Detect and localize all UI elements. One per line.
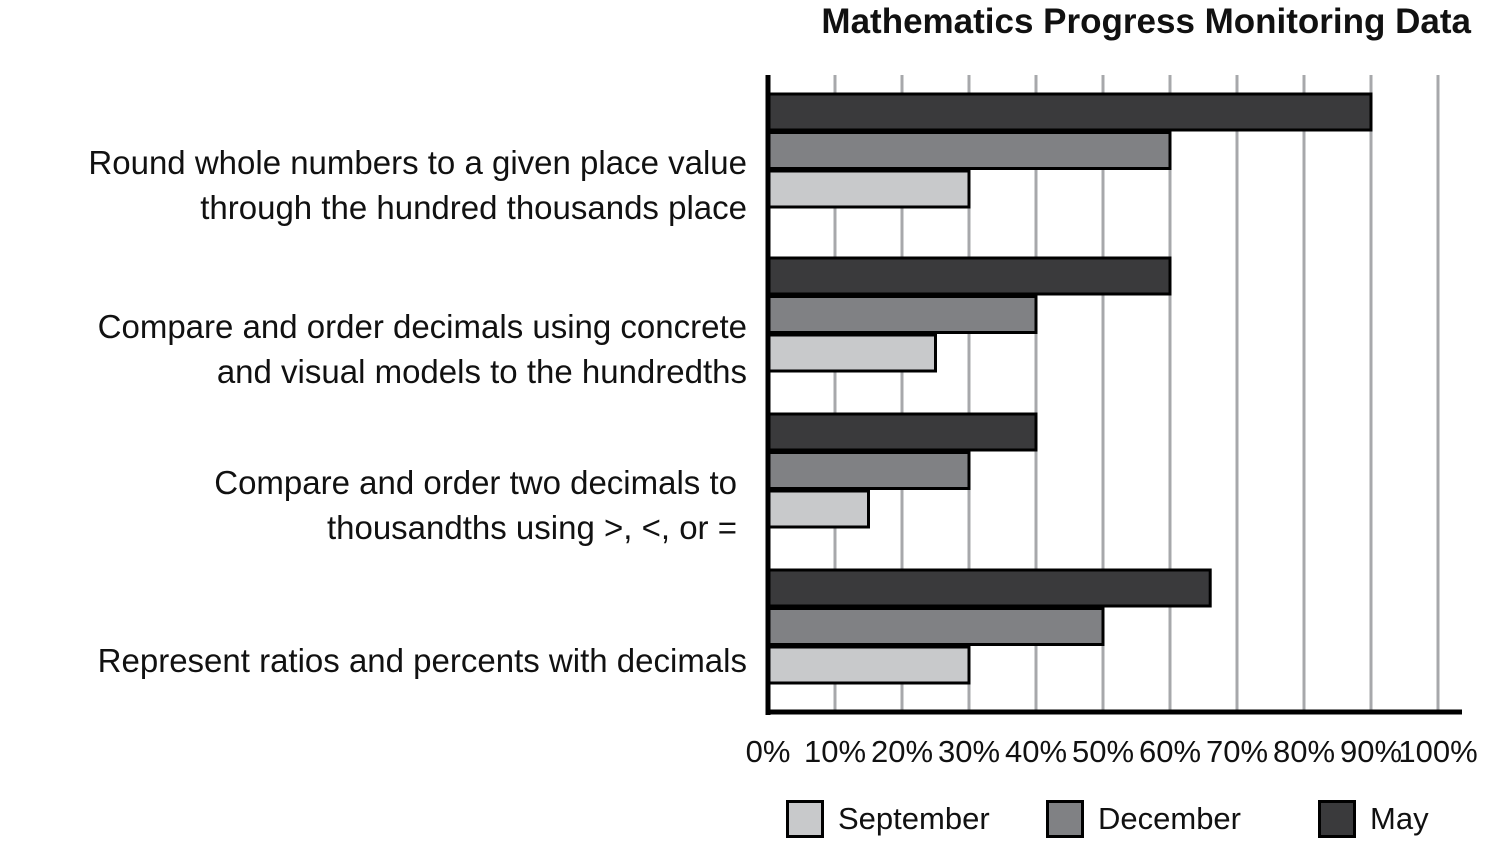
bar-may xyxy=(766,568,1212,608)
chart-title: Mathematics Progress Monitoring Data xyxy=(821,2,1471,41)
legend-swatch xyxy=(1318,800,1356,838)
bar-may xyxy=(766,412,1038,452)
x-tick-label: 90% xyxy=(1340,734,1402,769)
x-tick-label: 30% xyxy=(938,734,1000,769)
bar-september xyxy=(766,333,937,373)
legend-swatch xyxy=(1046,800,1084,838)
bar-may xyxy=(766,256,1172,296)
category-label-line: and visual models to the hundredths xyxy=(216,352,747,390)
x-tick-label: 60% xyxy=(1139,734,1201,769)
x-tick-label: 50% xyxy=(1072,734,1134,769)
bar-september xyxy=(766,489,870,529)
legend-swatch xyxy=(786,800,824,838)
bar-december xyxy=(766,451,971,490)
category-label-line: Compare and order two decimals to xyxy=(214,463,737,501)
bar-december xyxy=(766,131,1172,170)
legend-item-september: September xyxy=(786,800,990,838)
x-tick-label: 70% xyxy=(1206,734,1268,769)
x-tick-label: 20% xyxy=(871,734,933,769)
x-tick-label: 40% xyxy=(1005,734,1067,769)
bar-may xyxy=(766,92,1373,132)
category-label: Compare and order decimals using concret… xyxy=(98,304,747,394)
category-label: Represent ratios and percents with decim… xyxy=(98,638,747,683)
x-tick-label: 100% xyxy=(1398,734,1477,769)
x-tick-label: 10% xyxy=(804,734,866,769)
x-tick-label: 80% xyxy=(1273,734,1335,769)
legend-item-may: May xyxy=(1318,800,1429,838)
legend-label: May xyxy=(1370,801,1429,836)
x-tick-label: 0% xyxy=(746,734,791,769)
category-label-line: through the hundred thousands place xyxy=(200,188,747,226)
category-label-line: Round whole numbers to a given place val… xyxy=(88,143,747,181)
bar-december xyxy=(766,607,1105,646)
category-label-line: Compare and order decimals using concret… xyxy=(97,307,747,345)
legend-item-december: December xyxy=(1046,800,1241,838)
category-label: Round whole numbers to a given place val… xyxy=(88,140,747,230)
category-label-line: Represent ratios and percents with decim… xyxy=(97,642,747,679)
category-label-line: thousandths using >, <, or = xyxy=(326,508,737,546)
bar-december xyxy=(766,295,1038,334)
category-label: Compare and order two decimals to thousan… xyxy=(214,460,737,550)
bar-september xyxy=(766,169,971,209)
bar-september xyxy=(766,645,971,685)
legend-label: December xyxy=(1098,801,1241,836)
legend-label: September xyxy=(838,801,990,836)
